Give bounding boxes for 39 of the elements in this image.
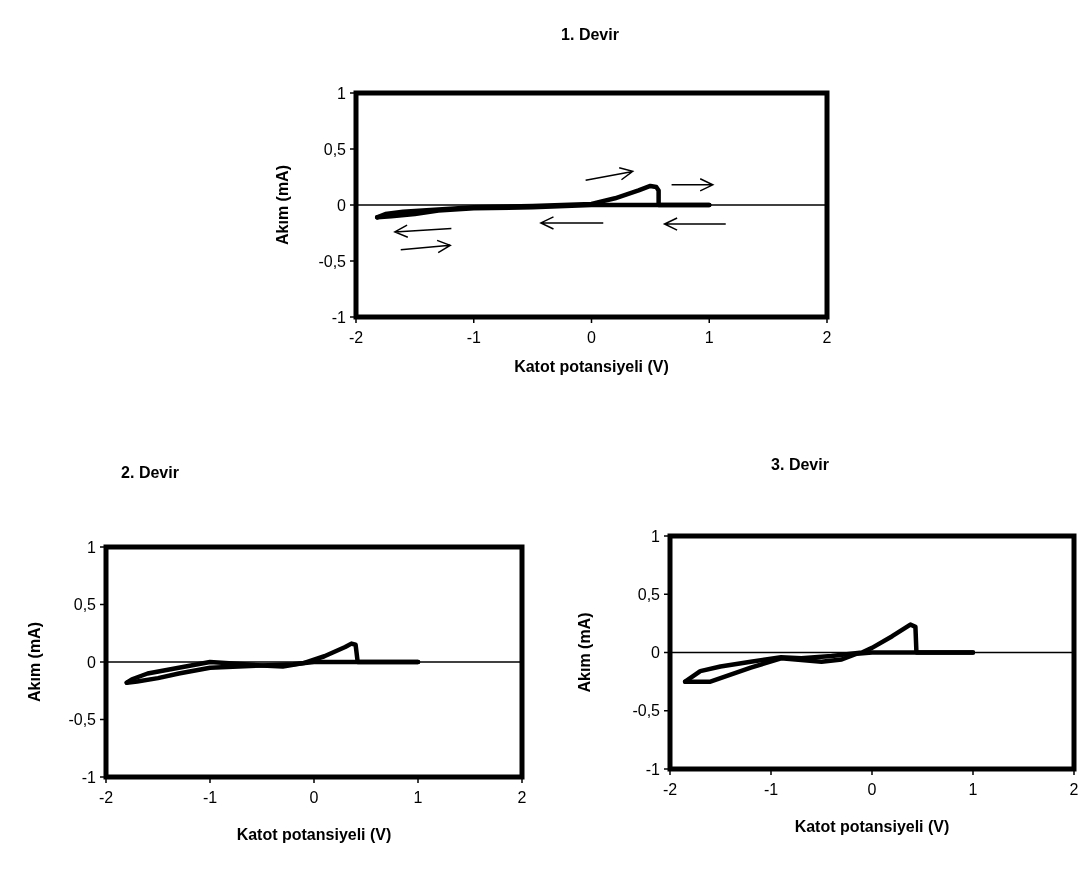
y-tick-label: 0,5 — [73, 596, 97, 614]
x-tick-label: -2 — [98, 789, 114, 806]
x-axis-title: Katot potansiyeli (V) — [514, 358, 669, 375]
y-tick-label: 1 — [337, 84, 347, 102]
x-tick-label: -1 — [466, 329, 481, 346]
chart-title: 1. Devir — [561, 26, 619, 43]
y-tick-label: 0 — [337, 196, 347, 214]
y-tick-label: -1 — [81, 768, 97, 786]
x-axis-title: Katot potansiyeli (V) — [794, 818, 950, 835]
y-tick-label: -0,5 — [632, 702, 661, 720]
y-tick-label: 0 — [651, 644, 661, 662]
x-axis-title: Katot potansiyeli (V) — [236, 826, 392, 843]
y-axis-title: Akım (mA) — [26, 621, 43, 703]
x-tick-label: -2 — [662, 781, 678, 798]
y-axis-title: Akım (mA) — [274, 164, 291, 246]
chart-title: 2. Devir — [121, 464, 179, 481]
x-tick-label: 2 — [517, 789, 527, 806]
x-tick-label: 1 — [413, 789, 423, 806]
y-tick-label: 1 — [651, 527, 661, 545]
x-tick-label: -1 — [763, 781, 779, 798]
y-tick-label: -1 — [645, 760, 661, 778]
x-tick-label: 0 — [587, 329, 597, 346]
y-tick-label: -1 — [331, 308, 347, 326]
y-tick-label: 0,5 — [323, 140, 347, 158]
chart-title: 3. Devir — [771, 456, 829, 473]
y-tick-label: -0,5 — [68, 711, 97, 729]
x-tick-label: 2 — [822, 329, 832, 346]
x-tick-label: -2 — [348, 329, 364, 346]
y-tick-label: 0 — [87, 653, 97, 671]
y-tick-label: -0,5 — [318, 252, 347, 270]
x-tick-label: -1 — [202, 789, 218, 806]
x-tick-label: 0 — [867, 781, 877, 798]
x-tick-label: 0 — [309, 789, 319, 806]
x-tick-label: 1 — [704, 329, 714, 346]
y-axis-title: Akım (mA) — [576, 612, 593, 693]
y-tick-label: 1 — [87, 538, 97, 556]
x-tick-label: 1 — [968, 781, 978, 798]
y-tick-label: 0,5 — [637, 585, 661, 603]
x-tick-label: 2 — [1069, 781, 1079, 798]
